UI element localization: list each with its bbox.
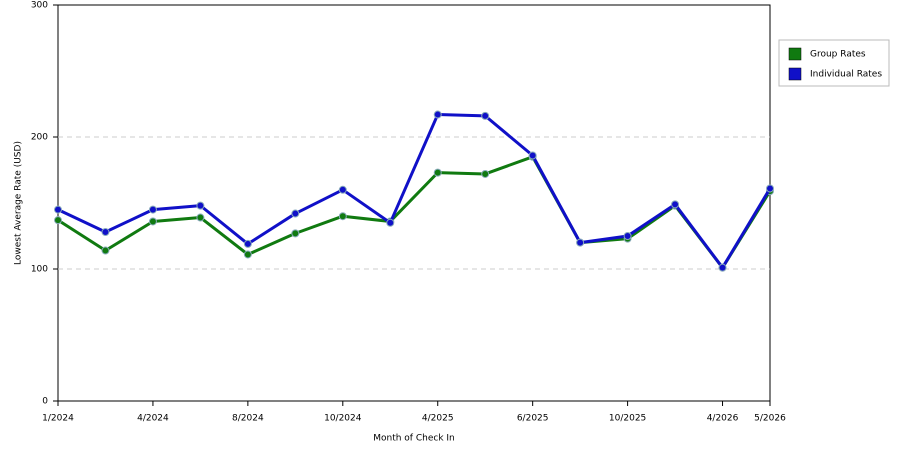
data-point xyxy=(766,184,774,193)
legend-label: Individual Rates xyxy=(810,70,882,80)
data-point xyxy=(718,263,727,272)
data-point xyxy=(196,201,205,210)
y-tick-label: 0 xyxy=(42,397,48,407)
data-point xyxy=(54,205,62,214)
data-point xyxy=(54,216,62,225)
data-point xyxy=(433,168,442,177)
series-line xyxy=(57,155,772,270)
x-tick-label: 4/2024 xyxy=(137,414,169,424)
x-tick-label: 8/2024 xyxy=(232,414,264,424)
x-axis-label: Month of Check In xyxy=(373,434,455,444)
data-point xyxy=(481,111,490,120)
x-tick-label: 4/2025 xyxy=(422,414,454,424)
data-point xyxy=(528,151,537,160)
data-point xyxy=(433,110,442,119)
x-tick-label: 10/2025 xyxy=(609,414,646,424)
data-point xyxy=(243,239,252,248)
x-tick-label: 10/2024 xyxy=(324,414,362,424)
data-point xyxy=(291,209,300,218)
x-tick-label: 1/2024 xyxy=(42,414,74,424)
legend-swatch xyxy=(788,47,802,61)
data-point xyxy=(386,218,395,227)
data-point xyxy=(576,238,585,247)
x-tick-label: 4/2026 xyxy=(707,414,739,424)
y-tick-label: 100 xyxy=(31,265,48,275)
legend-label: Group Rates xyxy=(810,50,866,60)
legend-swatch xyxy=(788,67,802,81)
x-tick-label: 6/2025 xyxy=(517,414,549,424)
data-point xyxy=(101,228,110,237)
x-tick-label: 5/2026 xyxy=(754,414,786,424)
data-point xyxy=(671,200,680,209)
data-point xyxy=(243,250,252,259)
y-tick-label: 200 xyxy=(31,133,48,143)
series-line xyxy=(57,113,772,270)
plot-frame xyxy=(57,4,771,402)
data-point xyxy=(101,246,110,255)
data-point xyxy=(148,205,157,214)
data-point xyxy=(338,185,347,194)
data-point xyxy=(481,169,490,178)
data-point xyxy=(148,217,157,226)
data-point xyxy=(291,229,300,238)
data-point xyxy=(196,213,205,222)
y-tick-label: 300 xyxy=(31,1,48,11)
data-point xyxy=(338,212,347,221)
y-axis-label: Lowest Average Rate (USD) xyxy=(14,141,24,265)
data-point xyxy=(623,232,632,240)
